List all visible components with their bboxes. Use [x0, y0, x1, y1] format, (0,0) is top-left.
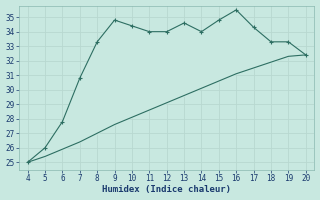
- X-axis label: Humidex (Indice chaleur): Humidex (Indice chaleur): [102, 185, 231, 194]
